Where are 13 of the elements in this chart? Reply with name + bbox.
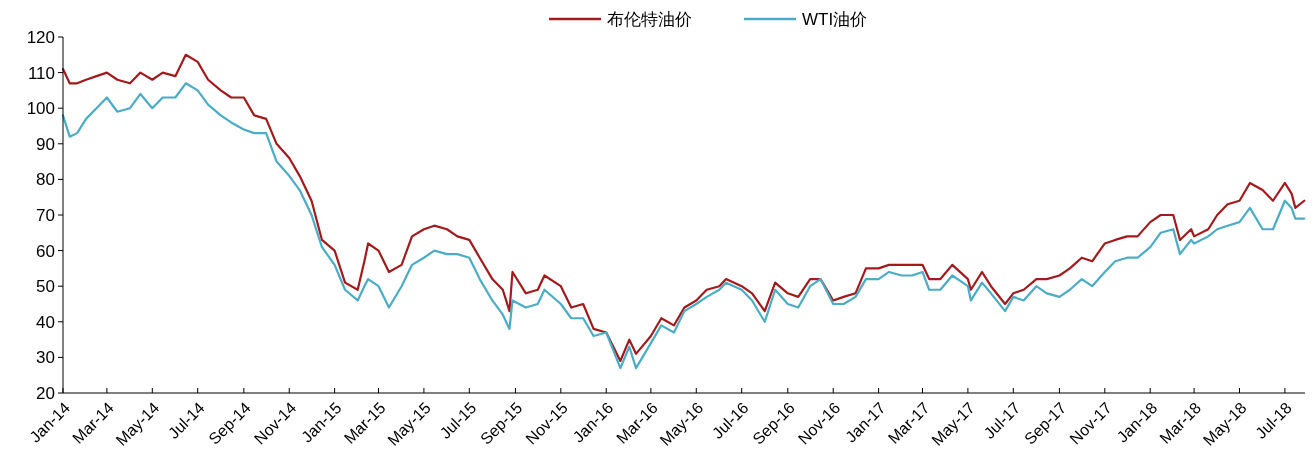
y-tick-label: 30 <box>36 348 55 368</box>
legend-label: WTI油价 <box>802 9 868 29</box>
y-tick-label: 90 <box>36 134 55 154</box>
y-tick-label: 100 <box>26 99 55 119</box>
y-tick-label: 20 <box>36 383 55 403</box>
legend-label: 布伦特油价 <box>607 9 692 29</box>
y-tick-label: 110 <box>27 63 55 83</box>
y-tick-label: 60 <box>36 241 55 261</box>
y-tick-label: 50 <box>36 277 55 297</box>
y-tick-label: 80 <box>36 170 55 190</box>
y-tick-label: 70 <box>36 205 55 225</box>
y-tick-label: 40 <box>36 312 55 332</box>
y-tick-label: 120 <box>26 27 55 47</box>
